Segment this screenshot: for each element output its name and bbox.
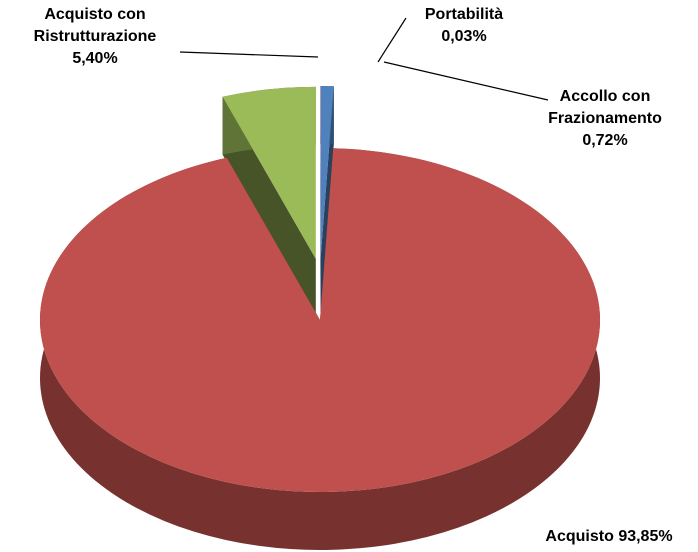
value-label: 0,03% [441,28,487,45]
leader-line [179,51,319,58]
slice-label: Acquisto con Ristrutturazione 5,40% [10,4,180,70]
leader-line [377,17,407,63]
category-label: Acquisto [545,528,614,545]
value-label: 5,40% [72,50,118,67]
value-label: 93,85% [618,528,673,545]
slice-group [320,86,321,317]
slice-label: Acquisto 93,85% [520,526,698,548]
category-label: Acquisto con Ristrutturazione [33,6,157,45]
slice-group [222,86,316,317]
category-label: Portabilità [424,6,504,23]
category-label: Accollo con Frazionamento [548,88,662,127]
leader-line [383,61,549,101]
slice [320,86,334,259]
slice-group [320,86,334,317]
slice [320,86,321,259]
slice-label: Accollo con Frazionamento 0,72% [530,86,680,152]
slice [222,86,316,259]
value-label: 0,72% [582,132,628,149]
slice-group [39,148,601,550]
slice-side [222,96,316,317]
slice-label: Portabilità 0,03% [404,4,524,48]
slice [39,148,600,492]
